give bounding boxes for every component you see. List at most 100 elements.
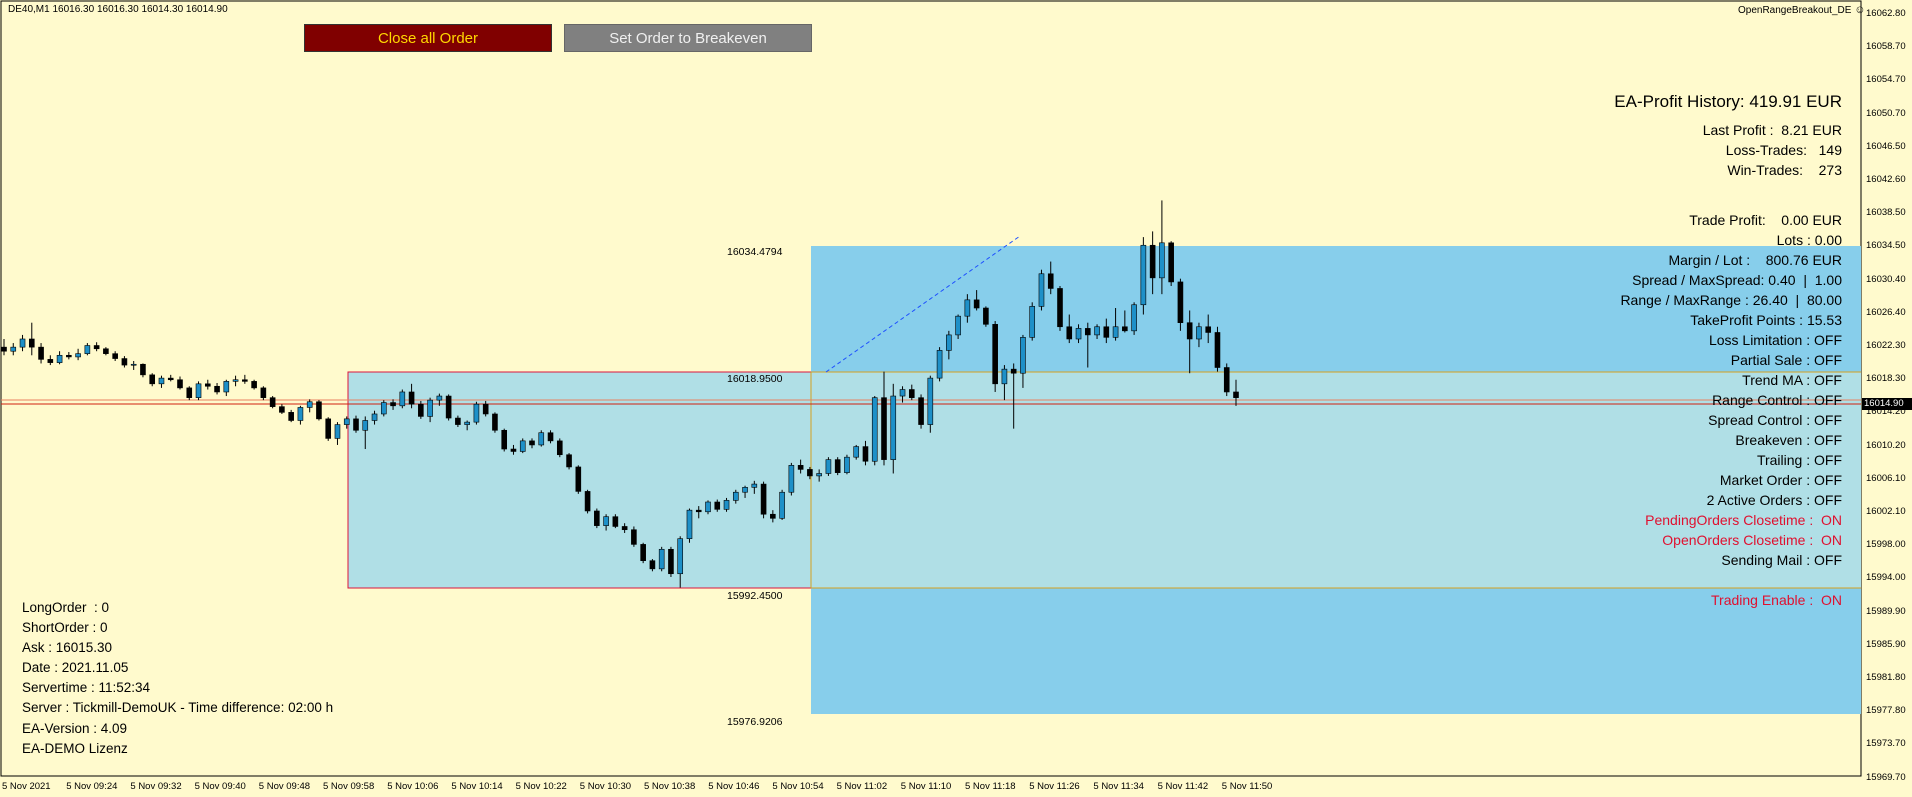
bear-candle xyxy=(760,483,767,515)
server-info: Server : Tickmill-DemoUK - Time differen… xyxy=(22,700,334,715)
price-tick: 16054.70 xyxy=(1866,74,1906,86)
bear-candle xyxy=(316,401,322,420)
bull-candle xyxy=(538,432,545,446)
price-tick: 16010.20 xyxy=(1866,439,1906,451)
bull-candle xyxy=(158,377,165,385)
price-tick: 16014.20 xyxy=(1866,406,1906,418)
bear-candle xyxy=(862,446,869,462)
set-breakeven-button[interactable]: Set Order to Breakeven xyxy=(564,24,812,52)
ask-price: Ask : 16015.30 xyxy=(22,640,113,655)
bear-candle xyxy=(418,403,424,417)
bear-candle xyxy=(325,418,332,439)
bear-candle xyxy=(797,465,804,470)
bear-candle xyxy=(631,529,637,545)
time-tick: 5 Nov 2021 xyxy=(2,781,51,792)
time-tick: 5 Nov 10:54 xyxy=(772,781,824,792)
bull-candle xyxy=(84,345,91,354)
time-tick: 5 Nov 10:46 xyxy=(708,781,760,792)
time-tick: 5 Nov 09:48 xyxy=(258,781,311,792)
bear-candle xyxy=(640,544,646,561)
bull-candle xyxy=(1131,304,1137,332)
bull-candle xyxy=(371,413,378,421)
trade-profit: Trade Profit: 0.00 EUR xyxy=(1689,212,1842,228)
price-tick: 16050.70 xyxy=(1866,107,1906,119)
bear-candle xyxy=(1149,244,1156,279)
bear-candle xyxy=(103,348,109,354)
bear-candle xyxy=(167,377,174,381)
bull-candle xyxy=(1075,328,1082,340)
bull-candle xyxy=(232,379,239,382)
bear-candle xyxy=(714,501,721,510)
time-tick: 5 Nov 11:18 xyxy=(965,781,1016,792)
bear-candle xyxy=(38,346,44,360)
ea-version: EA-Version : 4.09 xyxy=(22,721,128,736)
candles-layer xyxy=(1,200,1239,588)
price-tick: 16022.30 xyxy=(1866,340,1906,351)
bear-candle xyxy=(770,513,776,519)
time-tick: 5 Nov 11:34 xyxy=(1093,781,1144,792)
lots: Lots : 0.00 xyxy=(1776,232,1842,248)
bear-candle xyxy=(47,359,54,363)
price-tick: 16034.50 xyxy=(1866,240,1906,252)
price-tick: 15985.90 xyxy=(1866,638,1906,650)
trailing-status: Trailing : OFF xyxy=(1756,452,1842,468)
current-price-label: 16014.90 xyxy=(1864,398,1904,409)
bear-candle xyxy=(1122,326,1128,332)
bear-candle xyxy=(177,379,183,389)
time-tick: 5 Nov 11:02 xyxy=(836,781,888,792)
bull-candle xyxy=(732,491,739,501)
smiley-icon: ☺ xyxy=(1854,4,1866,16)
range-low-label: 15992.4500 xyxy=(727,590,783,602)
time-tick: 5 Nov 11:26 xyxy=(1029,781,1080,792)
bull-candle xyxy=(723,500,730,510)
time-tick: 5 Nov 09:58 xyxy=(323,781,375,792)
bear-candle xyxy=(66,354,72,358)
bull-candle xyxy=(519,440,526,452)
bear-candle xyxy=(992,324,998,385)
time-tick: 5 Nov 09:40 xyxy=(194,781,246,792)
bear-candle xyxy=(279,406,285,413)
bear-candle xyxy=(1047,273,1054,289)
close-all-order-button[interactable]: Close all Order xyxy=(304,24,552,52)
price-tick: 16038.50 xyxy=(1866,207,1906,219)
bull-candle xyxy=(130,363,137,366)
price-tick: 15989.90 xyxy=(1866,605,1906,617)
bear-candle xyxy=(112,353,118,359)
bull-candle xyxy=(751,483,758,488)
loss-trades: Loss-Trades: 149 xyxy=(1725,142,1842,158)
last-profit: Last Profit : 8.21 EUR xyxy=(1702,122,1842,138)
bear-candle xyxy=(566,454,572,468)
margin-per-lot: Margin / Lot : 800.76 EUR xyxy=(1668,252,1842,268)
bull-candle xyxy=(436,395,443,401)
bear-candle xyxy=(140,363,146,376)
range-control: Range Control : OFF xyxy=(1712,392,1842,408)
sending-mail-status: Sending Mail : OFF xyxy=(1721,552,1842,568)
bear-candle xyxy=(510,448,517,452)
profit-history: EA-Profit History: 419.91 EUR xyxy=(1614,92,1842,111)
bear-candle xyxy=(1177,281,1184,323)
bear-candle xyxy=(575,466,582,492)
bear-candle xyxy=(251,381,257,389)
bear-candle xyxy=(28,338,35,348)
trend-ma: Trend MA : OFF xyxy=(1742,372,1842,388)
bear-candle xyxy=(918,397,924,425)
bull-candle xyxy=(936,350,943,379)
bear-candle xyxy=(668,548,674,575)
bull-candle xyxy=(677,538,684,575)
lower-target-label: 15976.9206 xyxy=(727,716,783,728)
price-tick: 16026.40 xyxy=(1866,306,1906,318)
partial-sale: Partial Sale : OFF xyxy=(1730,352,1842,368)
bear-candle xyxy=(834,459,841,473)
spread-control: Spread Control : OFF xyxy=(1708,412,1842,428)
bull-candle xyxy=(343,418,350,425)
bull-candle xyxy=(223,381,230,393)
bull-candle xyxy=(899,389,906,397)
bull-candle xyxy=(844,456,850,473)
bull-candle xyxy=(825,459,832,474)
bull-candle xyxy=(1001,368,1008,385)
bear-candle xyxy=(269,397,276,407)
bull-candle xyxy=(946,334,952,351)
bull-candle xyxy=(1029,306,1036,338)
bull-candle xyxy=(427,399,433,417)
